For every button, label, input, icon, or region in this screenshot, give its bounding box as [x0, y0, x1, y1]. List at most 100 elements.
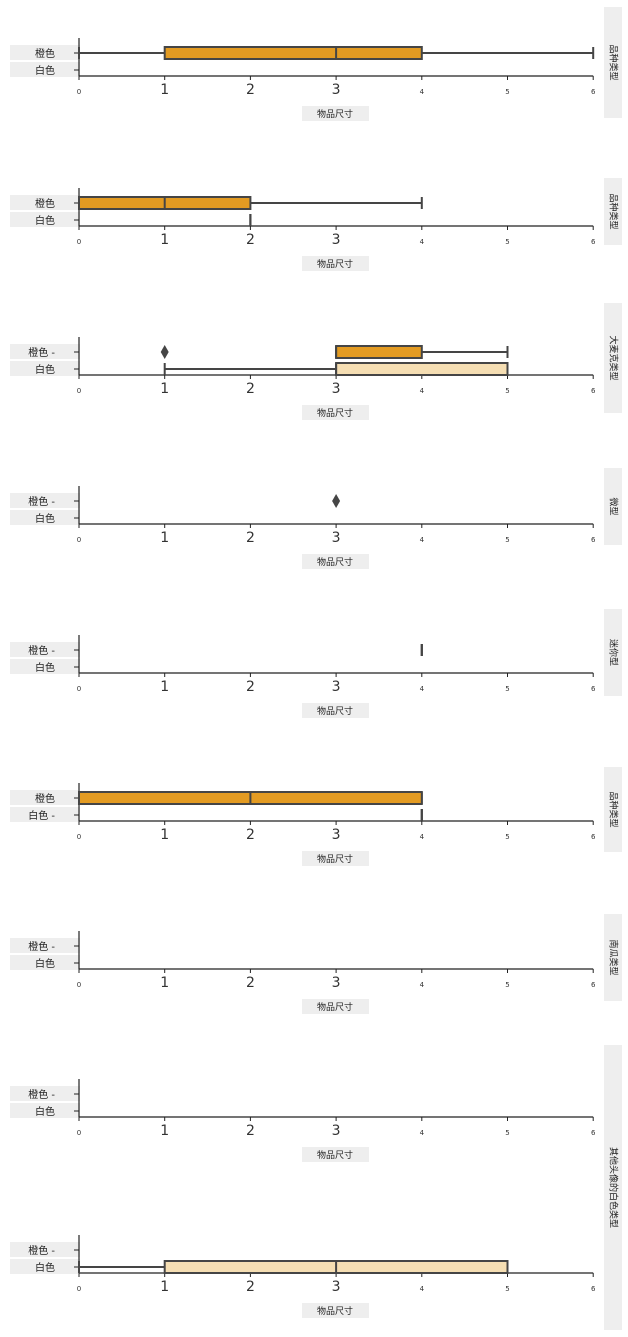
category-label-bg	[10, 361, 80, 376]
x-axis-label: 物品尺寸	[317, 705, 353, 717]
x-tick-label: 3	[332, 381, 341, 397]
category-label-bg	[10, 938, 80, 953]
x-tick-label: 3	[332, 1123, 341, 1139]
category-label: 白色 -	[28, 809, 55, 822]
facet-strip-label: 品种类型	[608, 193, 620, 229]
x-tick-label: 6	[591, 1285, 596, 1293]
category-label-bg	[10, 642, 80, 657]
x-axis-label: 物品尺寸	[317, 407, 353, 419]
x-tick-label: 6	[591, 536, 596, 544]
x-tick-label: 4	[420, 238, 425, 246]
outlier-point	[332, 494, 341, 508]
facet-panel: 橙色 - 白色 0 1 2 3 4 5 6 物品尺寸	[10, 486, 596, 569]
x-axis-label: 物品尺寸	[317, 108, 353, 120]
x-tick-label: 6	[591, 685, 596, 693]
x-tick-label: 2	[246, 827, 255, 843]
x-axis-label: 物品尺寸	[317, 258, 353, 270]
facet-panel: 橙色 - 白色 0 1 2 3 4 5 6 物品尺寸	[10, 1079, 596, 1162]
x-axis-label-bg	[302, 405, 369, 420]
category-label-bg	[10, 659, 80, 674]
x-tick-label: 2	[246, 975, 255, 991]
outlier-point	[160, 345, 169, 359]
x-tick-label: 3	[332, 232, 341, 248]
facet-strip	[604, 7, 622, 118]
x-tick-label: 0	[77, 981, 81, 989]
x-tick-label: 5	[505, 833, 509, 841]
box-rect	[335, 362, 509, 376]
x-tick-label: 2	[246, 1279, 255, 1295]
x-tick-label: 0	[77, 88, 81, 96]
category-label-bg	[10, 62, 80, 77]
category-label-bg	[10, 807, 80, 822]
facet-strip-label: 迷你型	[608, 639, 620, 666]
x-tick-label: 6	[591, 238, 596, 246]
category-label: 白色	[35, 661, 55, 674]
category-label: 橙色 -	[28, 644, 55, 657]
facet-panel: 橙色 - 白色 0 1 2 3 4 5 6 物品尺寸	[10, 931, 596, 1014]
x-tick-label: 1	[160, 1123, 169, 1139]
category-label: 橙色 -	[28, 1244, 55, 1257]
x-tick-label: 1	[160, 827, 169, 843]
x-tick-label: 5	[505, 88, 509, 96]
category-label-bg	[10, 195, 80, 210]
x-tick-label: 4	[420, 981, 425, 989]
facet-panel: 橙色 - 白色 0 1 2 3 4 5 6 物品尺寸	[10, 337, 596, 420]
x-tick-label: 6	[591, 833, 596, 841]
x-tick-label: 4	[420, 387, 425, 395]
x-tick-label: 5	[505, 536, 509, 544]
x-tick-label: 6	[591, 88, 596, 96]
x-tick-label: 2	[246, 679, 255, 695]
category-label-bg	[10, 493, 80, 508]
x-tick-label: 1	[160, 1279, 169, 1295]
category-label: 橙色	[35, 792, 55, 805]
x-axis-label-bg	[302, 256, 369, 271]
x-tick-label: 2	[246, 232, 255, 248]
category-label-bg	[10, 790, 80, 805]
x-tick-label: 3	[332, 975, 341, 991]
x-tick-label: 0	[77, 536, 81, 544]
x-tick-label: 6	[591, 387, 596, 395]
x-tick-label: 2	[246, 381, 255, 397]
facet-panel: 橙色 - 白色 0 1 2 3 4 5 6 物品尺寸	[10, 635, 596, 718]
category-label-bg	[10, 510, 80, 525]
x-axis-label-bg	[302, 554, 369, 569]
category-label-bg	[10, 212, 80, 227]
x-axis-label: 物品尺寸	[317, 556, 353, 568]
facet-strip	[604, 303, 622, 413]
category-label-bg	[10, 955, 80, 970]
category-label: 白色	[35, 214, 55, 227]
x-tick-label: 5	[505, 685, 509, 693]
category-label-bg	[10, 1242, 80, 1257]
x-axis-label-bg	[302, 1303, 369, 1318]
facet-strip	[604, 767, 622, 852]
x-axis-label-bg	[302, 106, 369, 121]
category-label-bg	[10, 1259, 80, 1274]
x-axis-label: 物品尺寸	[317, 1305, 353, 1317]
x-tick-label: 2	[246, 82, 255, 98]
x-tick-label: 3	[332, 827, 341, 843]
facet-panel: 橙色 - 白色 0 1 2 3 4 5 6 物品尺寸	[10, 1235, 596, 1318]
x-tick-label: 4	[420, 88, 425, 96]
x-tick-label: 1	[160, 82, 169, 98]
x-tick-label: 3	[332, 82, 341, 98]
x-tick-label: 1	[160, 232, 169, 248]
facet-strip-label: 大麦克类型	[608, 335, 620, 380]
x-tick-label: 0	[77, 833, 81, 841]
category-label-bg	[10, 344, 80, 359]
category-label: 白色	[35, 512, 55, 525]
category-label: 白色	[35, 1105, 55, 1118]
x-tick-label: 0	[77, 238, 81, 246]
facet-strip-label: 品种类型	[608, 44, 620, 80]
x-tick-label: 0	[77, 387, 81, 395]
x-tick-label: 1	[160, 975, 169, 991]
x-tick-label: 3	[332, 679, 341, 695]
x-tick-label: 0	[77, 1129, 81, 1137]
x-tick-label: 1	[160, 530, 169, 546]
category-label: 白色	[35, 363, 55, 376]
x-axis-label: 物品尺寸	[317, 1001, 353, 1013]
category-label: 橙色 -	[28, 346, 55, 359]
